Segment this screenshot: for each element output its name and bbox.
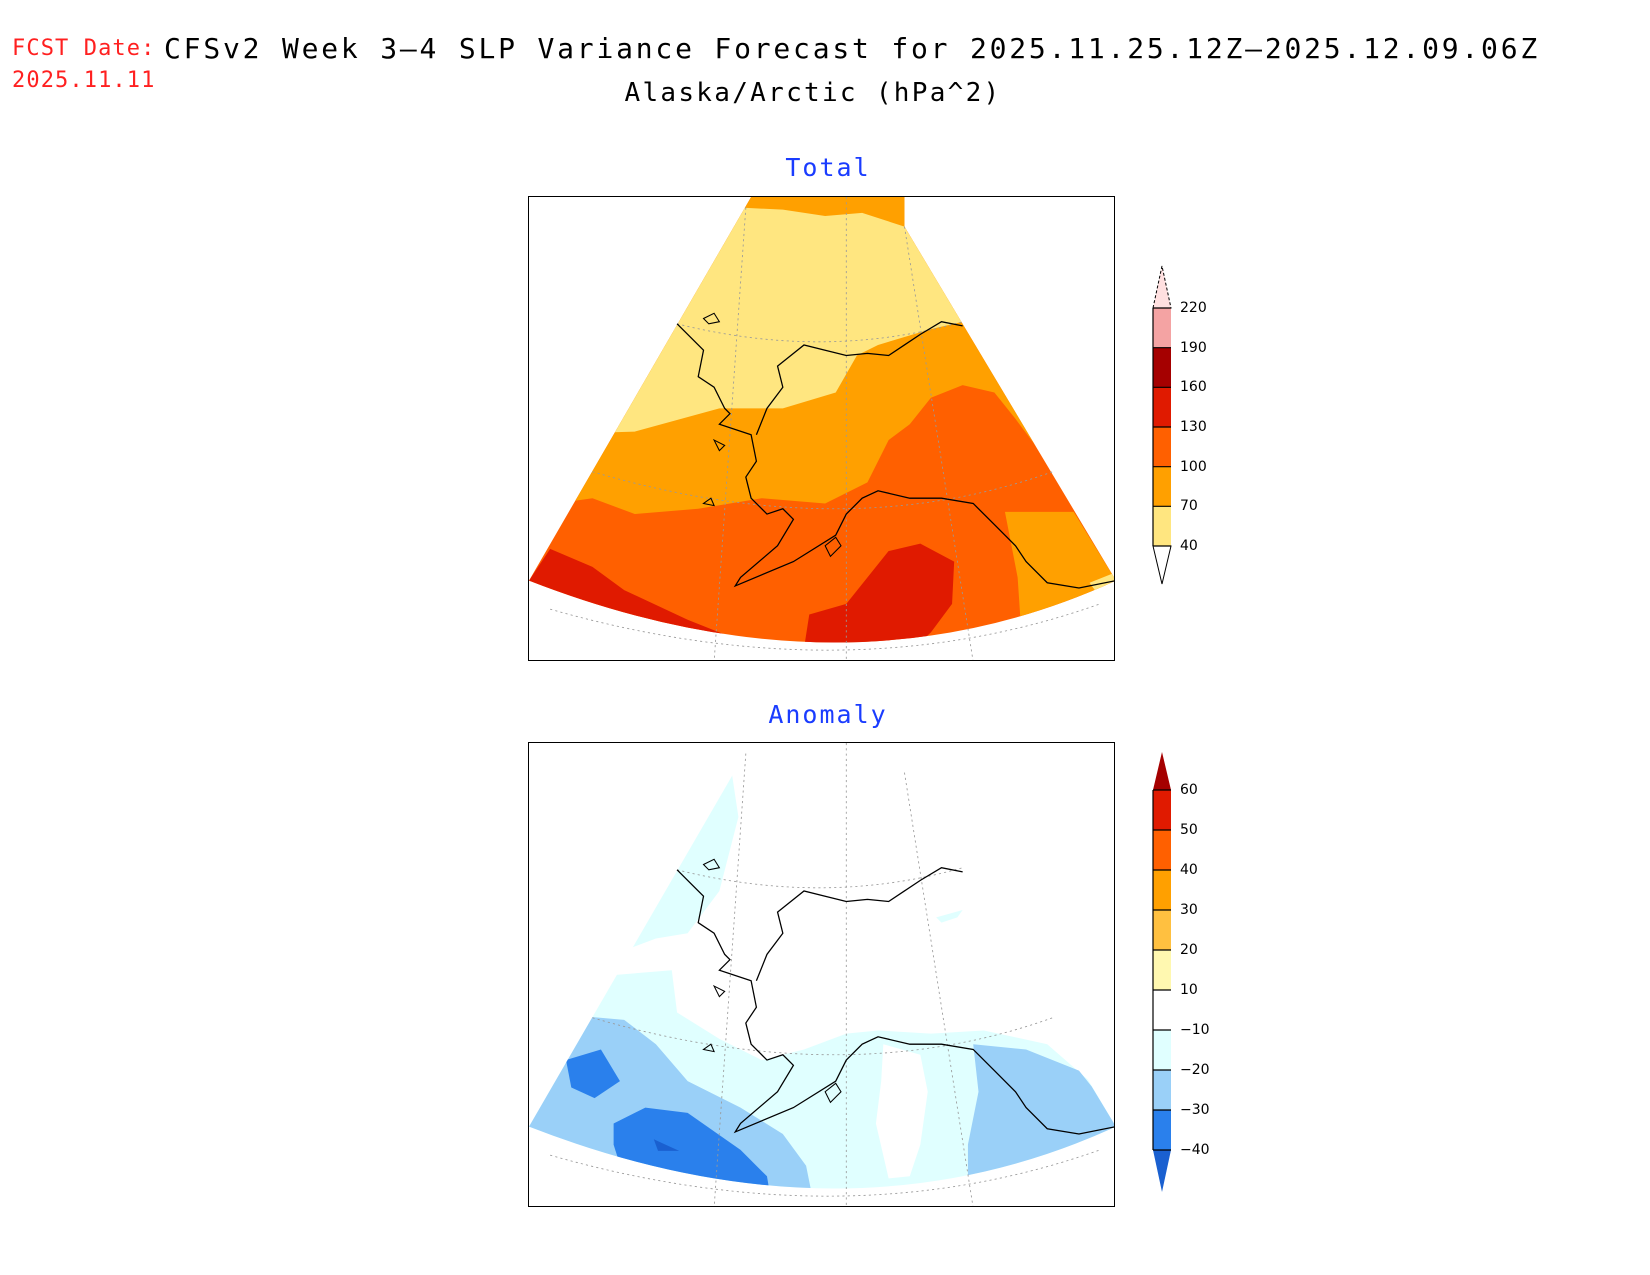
- colorbar-label: 130: [1180, 419, 1207, 435]
- colorbar-swatch: [1153, 1030, 1171, 1070]
- forecast-date: 2025.11.11: [12, 68, 156, 93]
- coastline: [676, 867, 1114, 1135]
- main-title: CFSv2 Week 3–4 SLP Variance Forecast for…: [164, 32, 1541, 65]
- colorbar-label: −10: [1180, 1022, 1210, 1038]
- island: [702, 858, 842, 1104]
- colorbar-swatch: [1153, 308, 1171, 348]
- total-variance-map: [528, 196, 1115, 661]
- island: [702, 312, 842, 558]
- colorbar-label: 10: [1180, 982, 1198, 998]
- colorbar-label: 40: [1180, 862, 1198, 878]
- colorbar-label: 70: [1180, 498, 1198, 515]
- colorbar-swatch: [1153, 910, 1171, 950]
- region-minus10-minus20-arctic: [936, 909, 963, 923]
- colorbar-label: 20: [1180, 942, 1198, 958]
- region-70-100-east: [1004, 511, 1114, 626]
- region-neutral-patch: [875, 1044, 928, 1179]
- colorbar-swatch: [1153, 1110, 1171, 1150]
- colorbar-label: 30: [1180, 902, 1198, 918]
- colorbar-label: −40: [1180, 1142, 1210, 1158]
- colorbar-label: 220: [1180, 300, 1207, 316]
- colorbar-swatch: [1153, 466, 1171, 507]
- colorbar-above-triangle: [1153, 752, 1171, 790]
- region-minus30-minus40-a: [566, 1049, 620, 1099]
- colorbar-label: 40: [1180, 538, 1198, 554]
- colorbar-label: 190: [1180, 339, 1207, 356]
- colorbar-swatch: [1153, 387, 1171, 427]
- graticule: [550, 197, 1101, 660]
- subtitle: Alaska/Arctic (hPa^2): [624, 78, 1002, 108]
- colorbar-swatch: [1153, 790, 1171, 830]
- total-panel-title: Total: [785, 153, 871, 182]
- colorbar-swatch: [1153, 427, 1171, 467]
- colorbar-swatch: [1153, 347, 1171, 388]
- anomaly-colorbar-swatches: [1152, 752, 1171, 1192]
- forecast-date-label: FCST Date:: [12, 36, 156, 61]
- colorbar-label: 60: [1180, 782, 1198, 798]
- anomaly-panel-title: Anomaly: [768, 700, 888, 729]
- total-colorbar-swatches: [1152, 265, 1172, 585]
- coastline: [676, 321, 1114, 589]
- anomaly-colorbar: −40 −30 −20 −10 10 20 30 40 50 60: [1150, 752, 1270, 1192]
- colorbar-above-triangle: [1152, 265, 1172, 309]
- colorbar-swatch: [1153, 830, 1171, 870]
- graticule: [550, 743, 1101, 1206]
- total-colorbar: 40 70 100 130 160 190 220: [1150, 250, 1270, 590]
- colorbar-label: −20: [1180, 1062, 1210, 1078]
- colorbar-swatch: [1153, 506, 1171, 546]
- colorbar-swatch: [1153, 1070, 1171, 1110]
- region-130-160-south: [801, 543, 955, 643]
- region-below-minus40: [653, 1139, 680, 1151]
- colorbar-label: −30: [1180, 1102, 1210, 1118]
- colorbar-label: 100: [1180, 458, 1207, 475]
- colorbar-below-triangle: [1152, 545, 1172, 585]
- colorbar-label: 50: [1180, 822, 1198, 838]
- colorbar-swatch: [1153, 870, 1171, 910]
- region-minus20-minus30-east: [967, 1044, 1114, 1189]
- colorbar-below-triangle: [1153, 1150, 1171, 1192]
- colorbar-swatch: [1153, 950, 1171, 990]
- anomaly-map: [528, 742, 1115, 1207]
- colorbar-swatch: [1153, 990, 1171, 1030]
- colorbar-label: 160: [1180, 379, 1207, 396]
